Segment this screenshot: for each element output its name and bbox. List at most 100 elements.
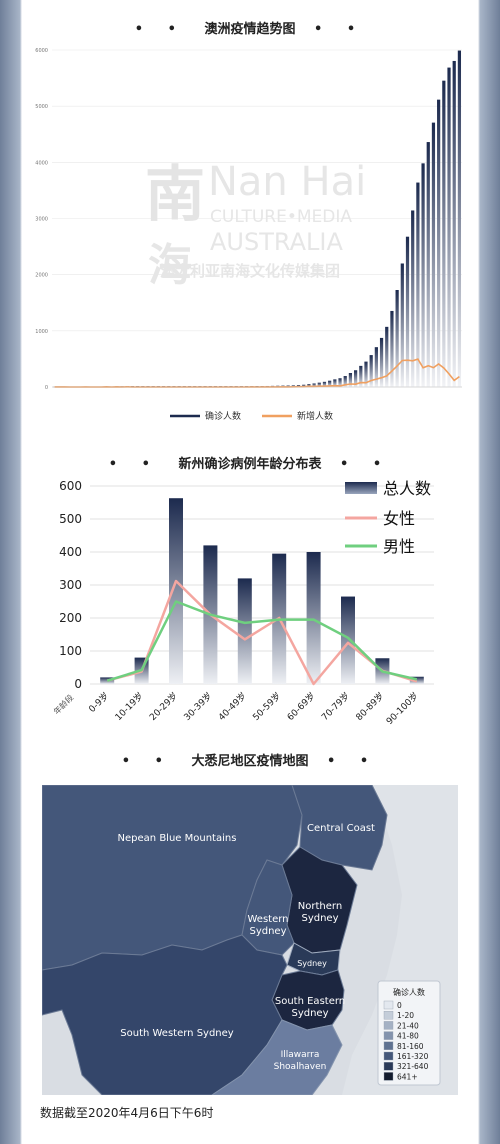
title-dots-right: • • xyxy=(327,754,379,769)
x-tick-label: 50-59岁 xyxy=(250,690,283,723)
age-chart: 0 100 200 300 400 500 600 0-9岁 10-19岁 20-29岁 30-39… xyxy=(51,479,434,727)
legend-color-swatch xyxy=(383,1072,394,1081)
x-tick-label: 10-19岁 xyxy=(112,690,145,723)
legend-label-total: 总人数 xyxy=(383,479,431,498)
x-tick-label: 20-29岁 xyxy=(147,690,180,723)
confirmed-bar xyxy=(364,361,368,387)
confirmed-bar xyxy=(317,382,321,387)
male-line xyxy=(106,600,418,682)
y-tick-label: 6000 xyxy=(35,48,48,54)
legend-color-swatch xyxy=(383,1031,394,1040)
label-illawarra-l1: Illawarra xyxy=(281,1050,320,1060)
confirmed-bar xyxy=(302,384,306,387)
legend-label-confirmed: 确诊人数 xyxy=(205,410,241,422)
confirmed-bar xyxy=(405,236,410,387)
confirmed-bar xyxy=(437,99,441,387)
watermark-line3: AUSTRALIA xyxy=(210,228,343,256)
footer-note: 数据截至2020年4月6日下午6时 xyxy=(40,1106,214,1120)
confirmed-bar xyxy=(333,379,337,387)
y-tick-label: 400 xyxy=(59,545,82,559)
y-tick-label: 4000 xyxy=(35,160,48,166)
legend-title: 确诊人数 xyxy=(393,987,425,997)
legend-range-label: 1-20 xyxy=(397,1011,414,1020)
legend-label-female: 女性 xyxy=(383,509,415,528)
watermark-logo-char: 海 xyxy=(148,240,192,291)
total-bar xyxy=(341,596,355,684)
region-central-coast xyxy=(291,785,388,871)
total-bar xyxy=(237,578,252,684)
watermark-line2: CULTURE•MEDIA xyxy=(210,207,352,227)
map-title: 大悉尼地区疫情地图 xyxy=(191,754,309,769)
label-se-l1: South Eastern xyxy=(275,996,345,1007)
watermark-logo-char: 南 xyxy=(145,160,205,230)
confirmed-bar xyxy=(447,67,451,387)
legend-color-swatch xyxy=(383,1051,394,1061)
label-sydney: Sydney xyxy=(297,959,327,968)
legend-range-label: 161-320 xyxy=(397,1052,429,1061)
title-dots-left: • • xyxy=(108,457,160,472)
label-sw: South Western Sydney xyxy=(120,1028,234,1039)
sydney-map: Nepean Blue Mountains Central Coast Nort… xyxy=(42,785,458,1095)
legend-color-swatch xyxy=(383,1041,394,1050)
confirmed-bar xyxy=(348,373,353,387)
title-dots-right: • • xyxy=(340,457,392,472)
confirmed-bar xyxy=(416,182,420,387)
label-western-l1: Western xyxy=(247,914,288,925)
label-western-l2: Sydney xyxy=(249,926,286,937)
title-dots-left: • • xyxy=(121,754,173,769)
section-title-map: • • 大悉尼地区疫情地图 • • xyxy=(0,750,500,769)
y-tick-label: 0 xyxy=(74,677,82,691)
legend-panel xyxy=(377,980,441,1086)
y-tick-label: 2000 xyxy=(35,273,48,279)
confirmed-bar xyxy=(379,337,384,387)
label-se-l2: Sydney xyxy=(291,1008,328,1019)
y-tick-label: 100 xyxy=(59,644,82,658)
x-tick-label: 70-79岁 xyxy=(319,690,352,723)
x-tick-label: 60-69岁 xyxy=(284,690,317,723)
total-bar xyxy=(100,677,115,684)
confirmed-bar xyxy=(385,326,389,387)
legend-range-label: 641+ xyxy=(397,1072,418,1081)
region-south-western-sydney xyxy=(42,934,288,1095)
y-tick-label: 1000 xyxy=(35,329,48,335)
female-line xyxy=(106,579,418,686)
legend-color-swatch xyxy=(383,1000,394,1010)
x-tick-label: 0-9岁 xyxy=(86,690,111,715)
section-title-age: • • 新州确诊病例年龄分布表 • • xyxy=(0,453,500,472)
label-illawarra-l2: Shoalhaven xyxy=(274,1062,327,1072)
x-tick-label: 30-39岁 xyxy=(181,690,214,723)
confirmed-bar xyxy=(343,376,347,387)
confirmed-bar xyxy=(452,60,456,387)
y-tick-label: 0 xyxy=(45,385,48,391)
total-bar xyxy=(169,498,183,684)
watermark-line1: Nan Hai xyxy=(208,159,366,205)
watermark-line4: 澳大利亚南海文化传媒集团 xyxy=(160,262,340,280)
region-illawarra xyxy=(211,1019,343,1095)
legend-color-swatch xyxy=(383,1021,394,1030)
section-title-trend: • • 澳洲疫情趋势图 • • xyxy=(0,18,500,37)
legend-range-label: 21-40 xyxy=(397,1021,419,1030)
confirmed-bar xyxy=(338,378,342,387)
confirmed-bar xyxy=(322,381,327,387)
y-tick-label: 200 xyxy=(59,611,82,625)
title-dots-left: • • xyxy=(134,22,186,37)
confirmed-bar xyxy=(431,122,436,387)
label-northern-l1: Northern xyxy=(298,901,342,912)
confirmed-bar xyxy=(328,380,332,387)
x-tick-label: 80-89岁 xyxy=(353,690,386,723)
confirmed-bar xyxy=(411,210,415,387)
x-tick-label: 40-49岁 xyxy=(216,690,249,723)
trend-title: 澳洲疫情趋势图 xyxy=(204,22,296,37)
legend-range-label: 321-640 xyxy=(397,1062,429,1071)
legend-color-swatch xyxy=(383,1010,394,1020)
legend-range-label: 41-80 xyxy=(397,1032,419,1041)
total-bar xyxy=(306,552,321,684)
confirmed-bar xyxy=(312,383,316,387)
legend-label-new: 新增人数 xyxy=(297,410,333,422)
legend-range-label: 81-160 xyxy=(397,1042,424,1051)
label-northern-l2: Sydney xyxy=(301,913,338,924)
confirmed-bar xyxy=(442,80,446,388)
trend-chart: 6000 5000 4000 3000 2000 1000 0 南海 Nan HaiCULTUR… xyxy=(35,48,462,422)
y-tick-label: 300 xyxy=(59,578,82,592)
